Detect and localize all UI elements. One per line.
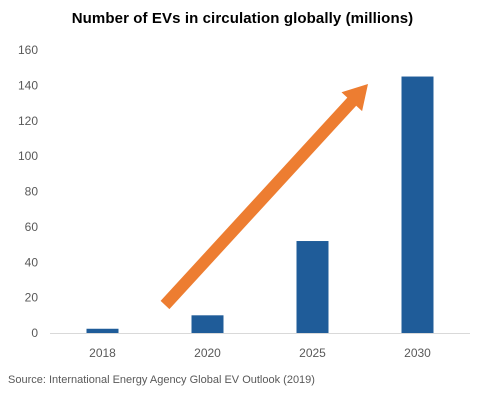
y-tick-label: 120: [18, 114, 38, 128]
trend-arrow-annotation: [160, 84, 368, 310]
bar-2020: [191, 315, 224, 333]
y-tick-label: 160: [18, 43, 38, 57]
x-tick-label: 2025: [299, 346, 326, 360]
x-tick-label: 2030: [404, 346, 431, 360]
y-tick-label: 140: [18, 78, 38, 92]
y-tick-label: 40: [25, 255, 39, 269]
y-tick-label: 100: [18, 149, 38, 163]
x-tick-label: 2020: [194, 346, 221, 360]
bars: [86, 76, 434, 333]
chart-title: Number of EVs in circulation globally (m…: [71, 10, 414, 27]
y-tick-label: 80: [25, 185, 39, 199]
y-axis: 0 20 40 60 80 100 120 140 160: [18, 43, 38, 340]
y-tick-label: 60: [25, 220, 39, 234]
bar-2030: [401, 76, 434, 333]
bar-2018: [86, 328, 119, 333]
y-tick-label: 0: [31, 326, 38, 340]
source-note: Source: International Energy Agency Glob…: [8, 374, 315, 386]
y-tick-label: 20: [25, 291, 39, 305]
x-axis: 2018 2020 2025 2030: [50, 333, 470, 360]
x-tick-label: 2018: [89, 346, 116, 360]
trend-arrow: [160, 84, 368, 310]
bar-2025: [296, 241, 329, 333]
